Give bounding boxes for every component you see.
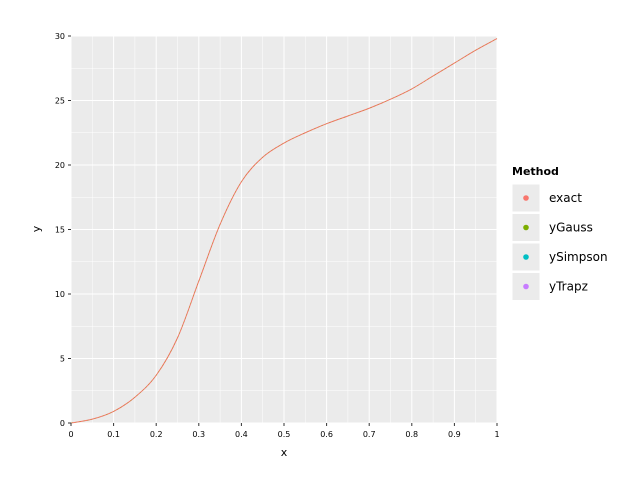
x-tick-label: 0.6 [320,430,333,439]
legend: Method exact yGauss ySimpson yTrapz [511,165,608,301]
series-line-exact [70,38,498,424]
x-axis-title: x [281,446,288,459]
x-tick-label: 0 [68,430,73,439]
grid-layer [70,35,498,424]
legend-label-ySimpson: ySimpson [549,250,608,264]
x-tick-label: 0.1 [107,430,120,439]
x-tick-label: 0.8 [405,430,418,439]
legend-label-yGauss: yGauss [549,221,593,235]
x-tick-label: 0.2 [150,430,163,439]
y-tick-label: 0 [60,419,65,428]
x-tick-label: 0.3 [192,430,205,439]
y-tick-label: 15 [55,226,65,235]
y-tick-label: 20 [55,161,65,170]
legend-label-exact: exact [549,191,582,205]
y-tick-label: 25 [55,97,65,106]
x-tick-label: 1 [494,430,499,439]
y-axis-title: y [30,225,43,232]
x-tick-label: 0.4 [235,430,248,439]
legend-key-yTrapz [511,272,541,301]
legend-point-yGauss [523,224,529,231]
line-layer [70,38,498,424]
y-tick-label: 30 [55,32,65,41]
y-tick-label: 5 [60,355,65,364]
legend-label-yTrapz: yTrapz [549,280,588,294]
legend-point-ySimpson [523,254,529,260]
x-tick-label: 0.5 [278,430,291,439]
x-tick-label: 0.7 [363,430,376,439]
legend-point-exact [523,195,529,201]
x-tick-label: 0.9 [448,430,461,439]
legend-point-yTrapz [523,283,529,290]
y-axis: 0 5 10 15 20 25 30 [55,32,71,428]
legend-title: Method [512,165,559,178]
x-axis: 0 0.1 0.2 0.3 0.4 0.5 0.6 0.7 0.8 0.9 1 [68,423,500,439]
legend-items: exact yGauss ySimpson yTrapz [511,183,608,301]
y-tick-label: 10 [55,290,65,299]
